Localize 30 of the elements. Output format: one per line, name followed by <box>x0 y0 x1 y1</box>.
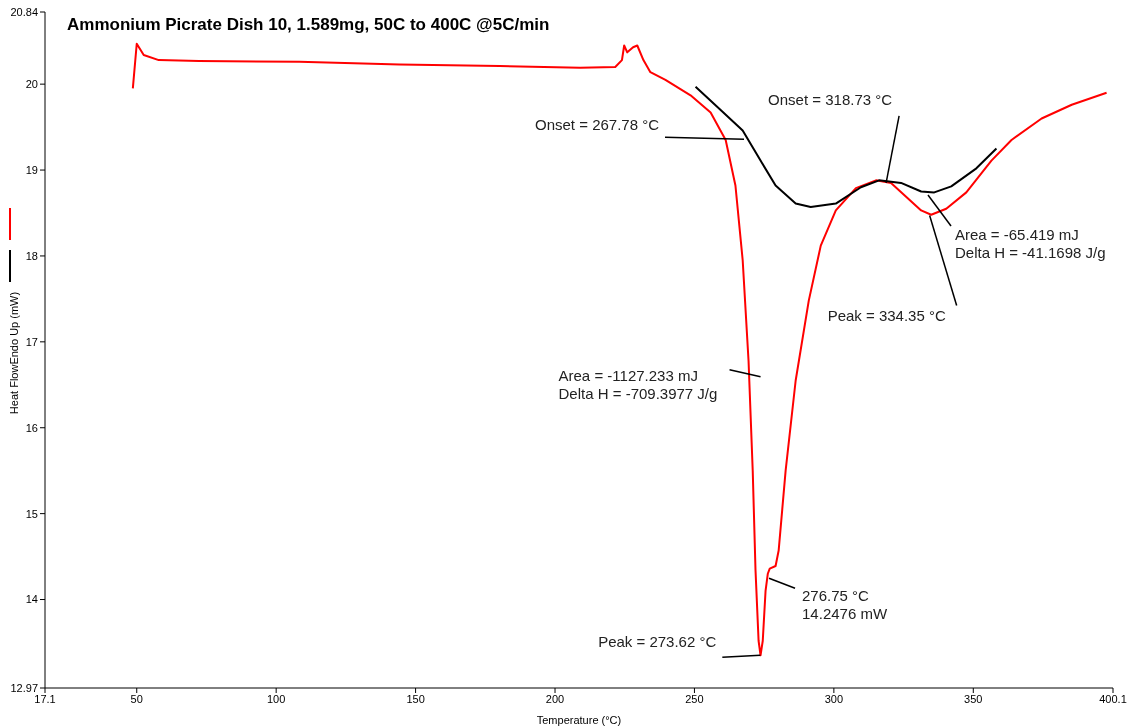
x-tick-label: 150 <box>406 692 425 705</box>
annotation: Peak = 273.62 °C <box>598 633 717 651</box>
annotation: Area = -1127.233 mJ Delta H = -709.3977 J/g <box>558 366 718 402</box>
line-series <box>694 85 998 208</box>
x-tick-label: 400.1 <box>1099 692 1127 705</box>
chart-title: Ammonium Picrate Dish 10, 1.589mg, 50C to 400C @5C/min <box>67 15 550 34</box>
annotation: Area = -65.419 mJ Delta H = -41.1698 J/g <box>955 226 1106 261</box>
y-tick-label: 20 <box>25 78 38 91</box>
y-tick-label: 14 <box>25 593 38 606</box>
x-tick-label: 250 <box>685 692 704 705</box>
line-series <box>131 42 1108 657</box>
x-axis-title: Temperature (°C) <box>536 714 622 726</box>
y-tick-label: 20.84 <box>10 5 38 18</box>
y-tick-label: 18 <box>25 249 38 262</box>
y-axis-title: Heat FlowEndo Up (mW) <box>8 291 20 415</box>
x-tick-label: 350 <box>964 692 983 705</box>
x-tick-label: 200 <box>545 692 565 705</box>
annotation: Peak = 334.35 °C <box>827 306 946 324</box>
y-tick-label: 15 <box>25 507 38 520</box>
x-tick-label: 100 <box>266 692 286 705</box>
x-tick-label: 17.1 <box>34 692 56 705</box>
x-tick-label: 50 <box>130 692 143 705</box>
annotation: Onset = 318.73 °C <box>768 90 893 108</box>
y-tick-label: 19 <box>25 163 38 176</box>
y-tick-label: 16 <box>25 421 38 434</box>
annotation: 276.75 °C 14.2476 mW <box>802 587 888 623</box>
x-tick-label: 300 <box>824 692 844 705</box>
y-tick-label: 17 <box>25 335 38 348</box>
y-tick-label: 12.97 <box>10 681 38 694</box>
annotation: Onset = 267.78 °C <box>535 116 660 134</box>
